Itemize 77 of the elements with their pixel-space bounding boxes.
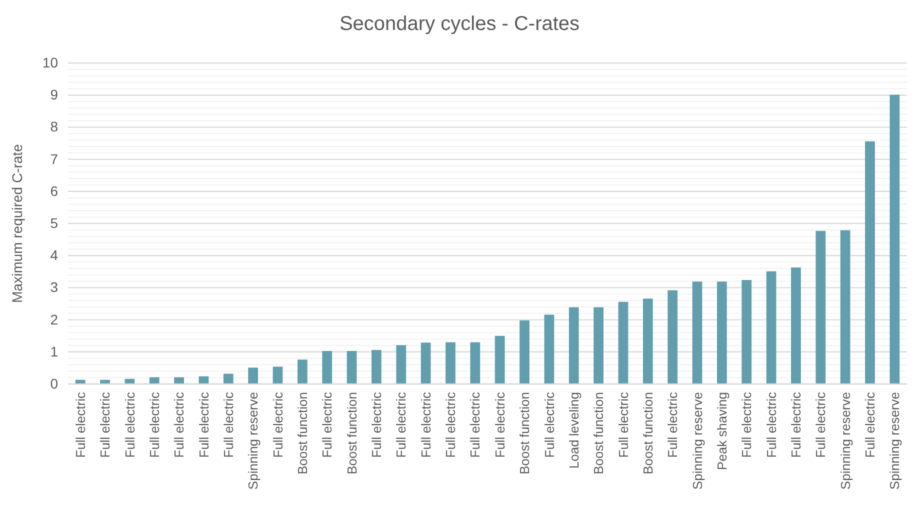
x-tick-label: Full electric — [788, 392, 804, 458]
bar — [494, 336, 505, 384]
x-tick-label: Full electric — [492, 392, 508, 458]
bar — [716, 282, 727, 384]
bar — [420, 342, 431, 384]
bar — [396, 345, 406, 384]
x-tick-label: Spinning reserve — [246, 392, 261, 490]
y-tick-label: 3 — [50, 279, 58, 296]
y-tick-label: 7 — [50, 150, 58, 167]
bar — [692, 282, 702, 384]
y-tick-label: 10 — [42, 54, 58, 70]
bar — [322, 350, 332, 384]
x-tick-label: Boost function — [517, 392, 532, 474]
x-tick-label: Full electric — [72, 392, 88, 458]
bar — [618, 302, 628, 384]
bar — [248, 368, 258, 384]
bar — [297, 360, 308, 384]
bar — [816, 230, 826, 384]
x-tick-label: Full electric — [862, 392, 878, 458]
x-tick-label: Full electric — [542, 392, 557, 458]
x-tick-label: Spinning reserve — [887, 392, 902, 490]
x-tick-label: Full electric — [122, 392, 138, 458]
bar — [272, 366, 283, 384]
x-tick-label: Full electric — [394, 392, 409, 458]
x-tick-label: Boost function — [344, 392, 360, 474]
y-tick-label: 1 — [50, 343, 58, 360]
x-tick-label: Full electric — [813, 392, 828, 458]
bar — [865, 141, 875, 384]
bar — [668, 290, 678, 384]
bar — [223, 374, 234, 384]
bar — [372, 350, 382, 384]
y-tick-label: 2 — [50, 311, 58, 328]
x-tick-label: Full electric — [172, 392, 187, 458]
bar — [840, 230, 850, 384]
bar — [446, 342, 456, 384]
x-tick-label: Full electric — [220, 392, 236, 458]
x-tick-label: Boost function — [294, 392, 310, 474]
x-tick-label: Full electric — [146, 392, 162, 458]
x-tick-label: Full electric — [320, 392, 335, 458]
bar — [642, 298, 653, 384]
bar — [346, 350, 357, 384]
y-tick-label: 9 — [50, 86, 58, 103]
x-tick-label: Spinning reserve — [838, 392, 853, 490]
y-tick-label: 6 — [50, 182, 58, 199]
x-tick-label: Full electric — [98, 392, 113, 458]
x-tick-label: Full electric — [418, 392, 434, 458]
x-tick-label: Full electric — [468, 392, 483, 458]
x-tick-label: Full electric — [443, 392, 458, 458]
y-tick-label: 0 — [50, 375, 58, 392]
x-tick-label: Full electric — [270, 392, 286, 458]
y-tick-label: 4 — [50, 247, 58, 264]
bar — [594, 307, 604, 384]
bar — [791, 267, 801, 384]
bar — [742, 280, 752, 384]
bar — [470, 342, 480, 384]
bar — [766, 271, 776, 384]
x-tick-label: Full electric — [616, 392, 631, 458]
bar — [520, 320, 530, 384]
bar — [174, 377, 184, 384]
x-tick-label: Full electric — [739, 392, 754, 458]
bar — [544, 314, 554, 384]
x-tick-label: Full electric — [764, 392, 779, 458]
x-tick-label: Boost function — [591, 392, 606, 474]
x-tick-label: Peak shaving — [714, 392, 730, 470]
chart-title: Secondary cycles - C-rates — [339, 13, 580, 35]
bar — [890, 94, 900, 384]
x-tick-label: Full electric — [369, 392, 384, 458]
x-tick-label: Full electric — [665, 392, 680, 458]
x-tick-label: Spinning reserve — [690, 392, 705, 490]
x-tick-label: Load leveling — [566, 392, 582, 469]
y-axis-title: Maximum required C-rate — [9, 144, 25, 303]
bar — [568, 307, 579, 384]
y-tick-label: 5 — [50, 214, 58, 231]
bar — [149, 377, 160, 384]
x-tick-label: Boost function — [640, 392, 656, 474]
x-tick-label: Full electric — [196, 392, 212, 458]
y-tick-label: 8 — [50, 118, 58, 135]
